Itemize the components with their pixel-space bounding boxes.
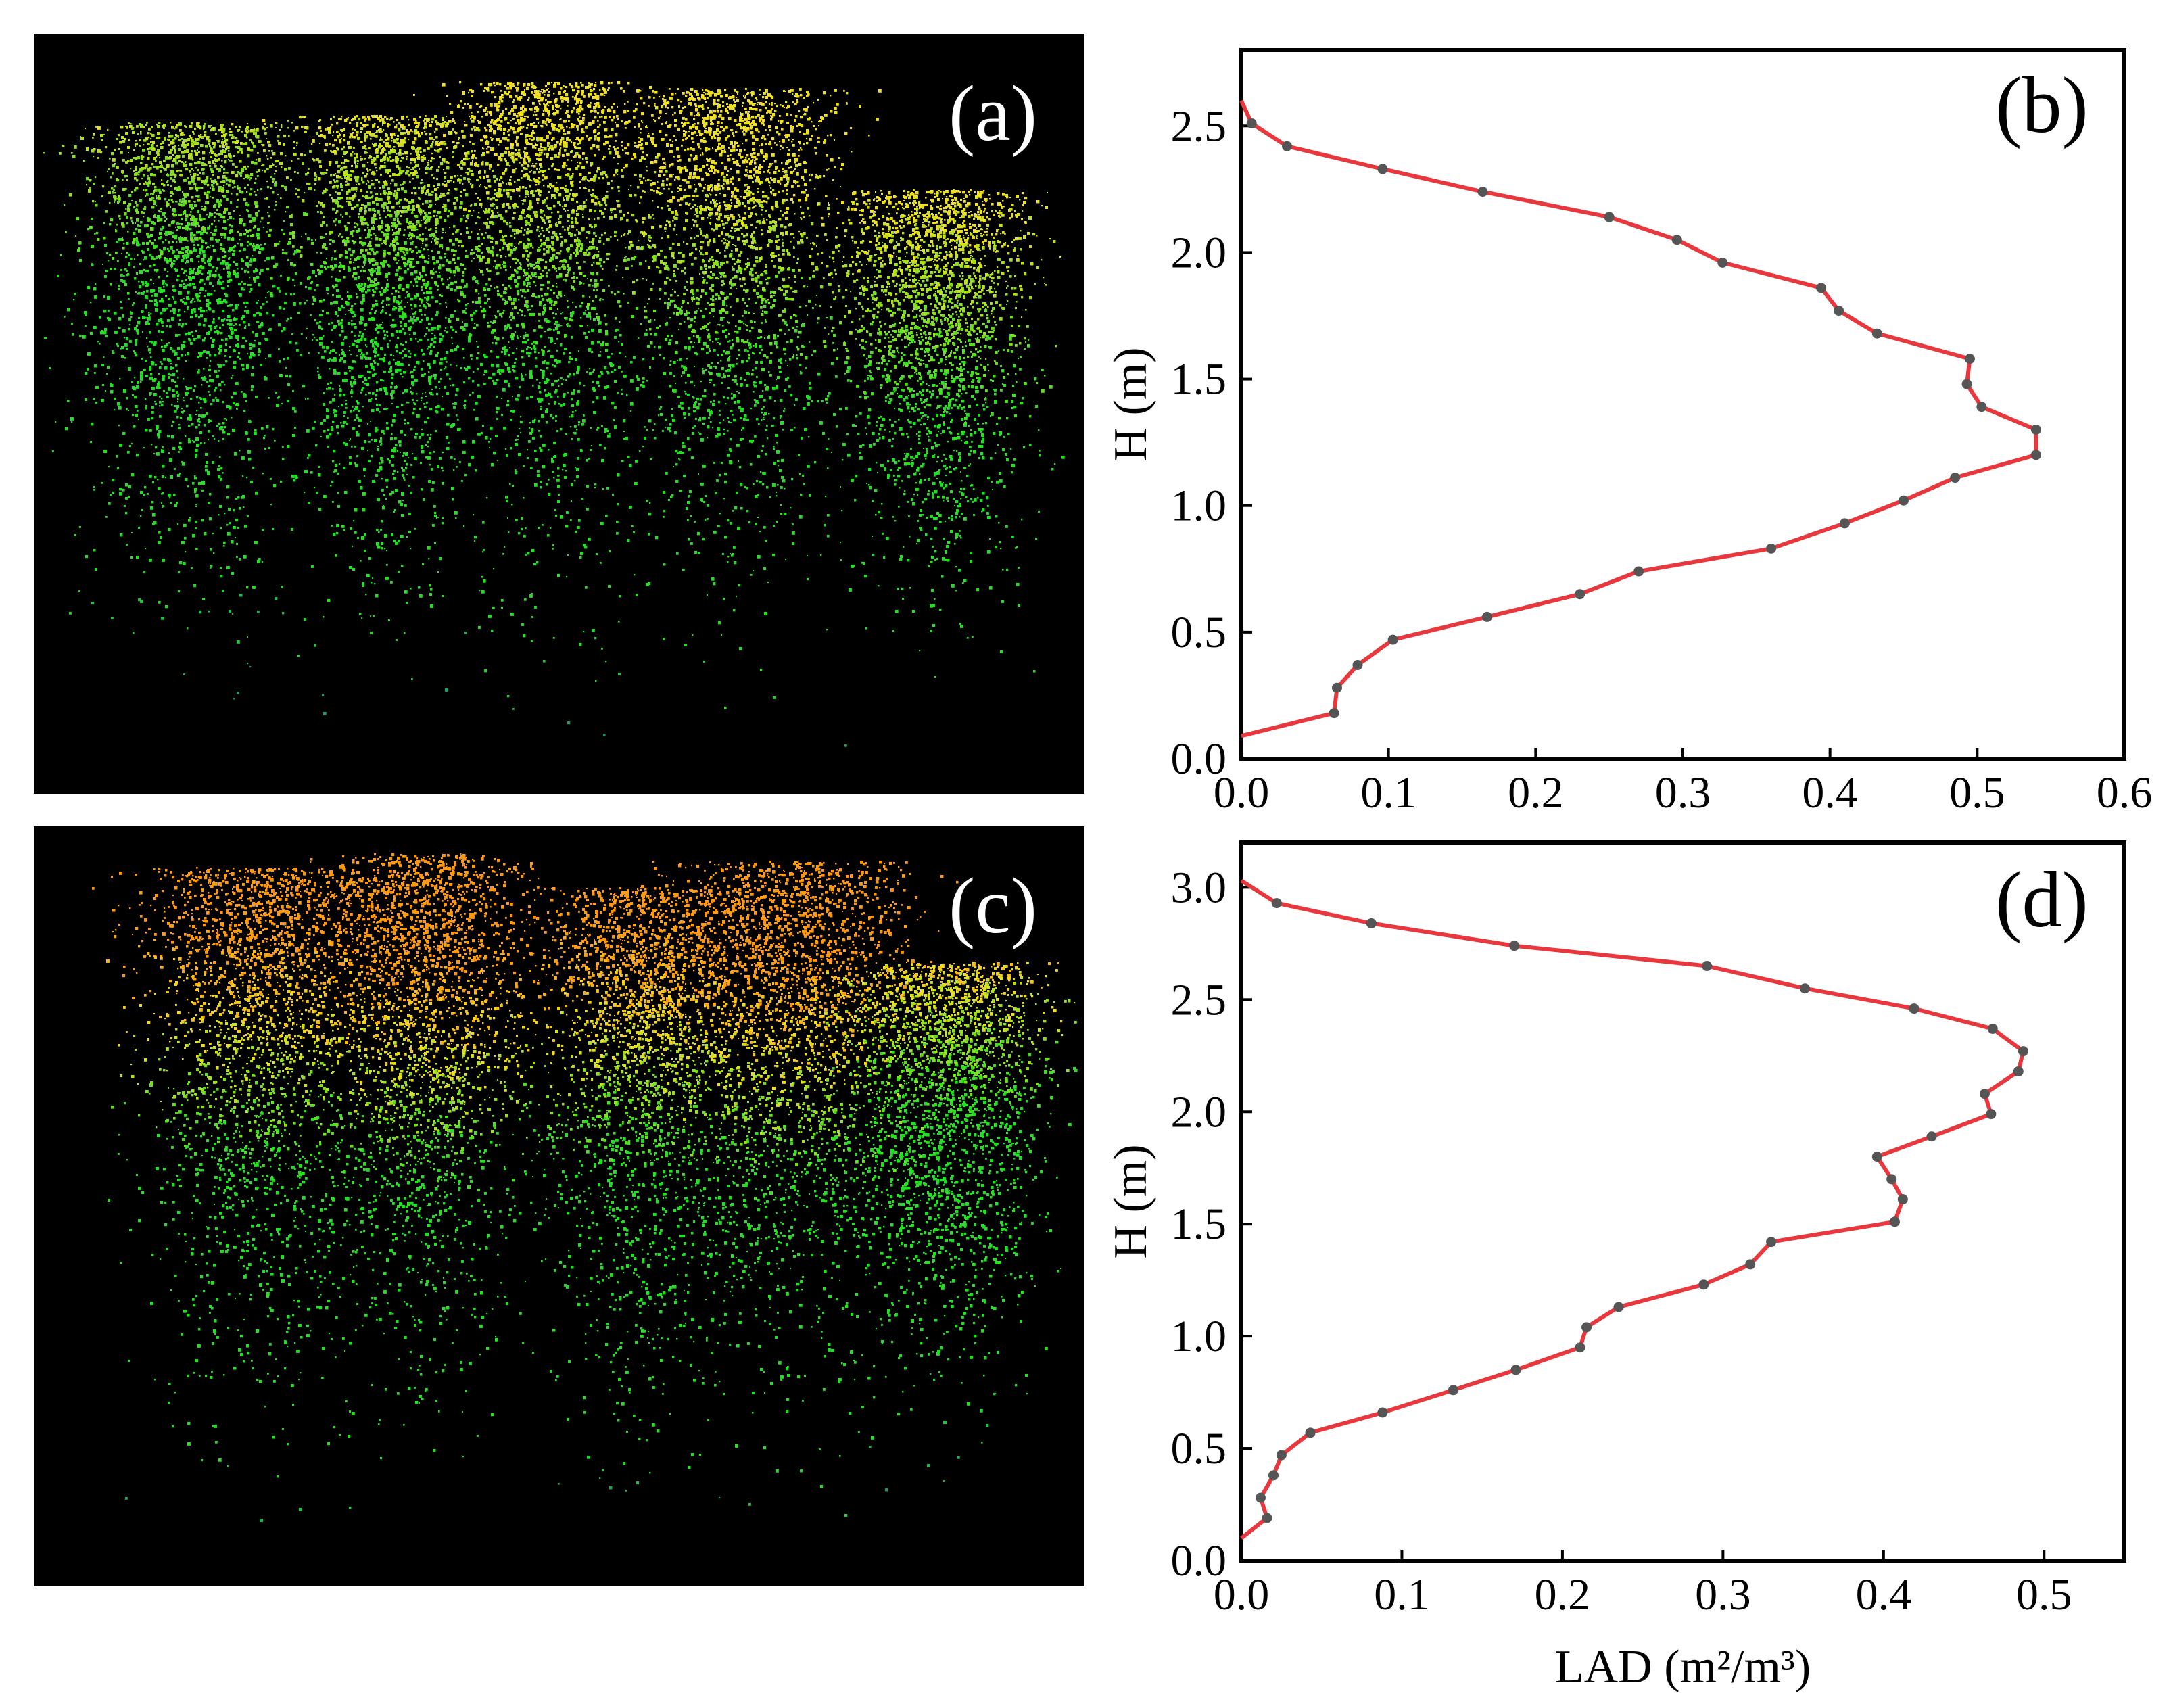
y-tick-label: 2.0: [1171, 1087, 1227, 1137]
y-tick-label: 1.0: [1171, 481, 1227, 531]
y-axis-title: H (m): [1105, 347, 1157, 461]
data-point: [1976, 402, 1987, 412]
data-point: [1979, 1089, 1990, 1099]
y-tick-label: 1.5: [1171, 355, 1227, 404]
x-tick-label: 0.4: [1856, 1570, 1912, 1619]
data-point: [1897, 1194, 1908, 1205]
data-point: [1613, 1302, 1624, 1312]
x-tick-label: 0.2: [1508, 768, 1564, 817]
point-cloud-c: [92, 853, 1078, 1522]
data-point: [1448, 1385, 1458, 1396]
x-tick-label: 0.0: [1214, 1570, 1270, 1619]
data-point: [1926, 1131, 1937, 1142]
x-tick-label: 0.3: [1695, 1570, 1751, 1619]
y-tick-label: 2.5: [1171, 101, 1227, 151]
data-point: [1987, 1023, 1998, 1034]
y-tick-label: 0.0: [1171, 1536, 1227, 1586]
data-point: [1276, 1450, 1287, 1461]
data-point: [1717, 257, 1728, 268]
data-point: [1271, 898, 1282, 909]
data-point: [1889, 1216, 1900, 1227]
series-line: [1239, 99, 2038, 738]
series-line: [1240, 878, 2026, 1540]
y-tick-label: 1.5: [1171, 1200, 1227, 1249]
data-point: [1366, 918, 1377, 928]
data-point: [1305, 1427, 1316, 1438]
data-point: [1262, 1513, 1272, 1523]
x-axis-title: LAD (m²/m³): [1555, 1641, 1811, 1693]
data-point: [1510, 1365, 1521, 1375]
panel-label-a: (a): [949, 68, 1037, 160]
chart-d: 0.0 0.1 0.2 0.3 0.4 0.5 0.0 0.5 1.0 1.5 2.0 2.5 3.0 H…: [1105, 840, 2126, 1693]
y-tick-label: 3.0: [1171, 863, 1227, 912]
data-point: [1352, 660, 1363, 671]
data-point: [1961, 379, 1972, 389]
x-tick-label: 0.6: [2097, 768, 2153, 817]
data-point: [1745, 1259, 1756, 1270]
data-point: [1698, 1279, 1709, 1290]
x-tick-label: 0.0: [1214, 768, 1270, 817]
x-tick-label: 0.4: [1802, 768, 1858, 817]
y-tick-label: 0.0: [1171, 734, 1227, 784]
x-tick-label: 0.2: [1535, 1570, 1591, 1619]
data-point: [1671, 235, 1682, 245]
data-point: [1387, 634, 1398, 645]
plot-frame: [1239, 840, 2126, 1563]
data-point: [1604, 212, 1615, 222]
x-tick-label: 0.5: [2016, 1570, 2072, 1619]
data-point: [1950, 473, 1961, 483]
data-point: [1575, 1342, 1585, 1353]
data-point: [1702, 961, 1713, 972]
panel-label-c: (c): [949, 860, 1037, 952]
data-point: [1482, 611, 1493, 622]
data-point: [1268, 1470, 1279, 1481]
data-point: [1986, 1109, 1997, 1120]
data-point: [1377, 1407, 1388, 1418]
data-point: [2030, 450, 2041, 460]
y-tick-label: 2.5: [1171, 975, 1227, 1024]
data-point: [1886, 1174, 1897, 1185]
x-tick-label: 0.5: [1949, 768, 2005, 817]
y-tick-label: 2.0: [1171, 228, 1227, 277]
data-point: [1377, 164, 1388, 174]
y-axis-title: H (m): [1105, 1144, 1157, 1258]
chart-b: 0.0 0.1 0.2 0.3 0.4 0.5 0.6 0.0 0.5 1.0 1.5 2.0 2.5 H…: [1105, 48, 2153, 817]
x-tick-label: 0.3: [1655, 768, 1711, 817]
data-point: [1839, 518, 1850, 529]
data-point: [1816, 283, 1827, 293]
x-tick-label: 0.1: [1360, 768, 1416, 817]
data-point: [1509, 941, 1520, 951]
point-cloud-image-c: (c): [34, 826, 1084, 1586]
data-point: [1281, 141, 1292, 151]
data-point: [1766, 1237, 1777, 1248]
data-point: [1909, 1003, 1919, 1014]
data-point: [1799, 983, 1810, 994]
panel-label-d: (d): [1995, 855, 2089, 944]
data-point: [1329, 708, 1339, 719]
y-tick-label: 1.0: [1171, 1312, 1227, 1361]
data-point: [1575, 589, 1585, 600]
y-tick-label: 0.5: [1171, 608, 1227, 657]
data-point: [1964, 354, 1975, 364]
x-tick-label: 0.1: [1374, 1570, 1430, 1619]
panel-label-b: (b): [1995, 61, 2089, 149]
point-cloud-image-a: (a): [34, 34, 1084, 794]
data-point: [1633, 566, 1644, 577]
data-point: [1899, 495, 1909, 506]
data-point: [1255, 1492, 1266, 1503]
data-point: [1834, 306, 1844, 316]
data-point: [1871, 1152, 1882, 1162]
data-point: [1871, 328, 1882, 339]
data-point: [1331, 682, 1342, 693]
data-point: [2018, 1046, 2028, 1057]
data-point: [1766, 543, 1777, 554]
data-point: [2030, 424, 2041, 435]
data-point: [2013, 1066, 2024, 1077]
data-point: [1246, 118, 1257, 129]
data-point: [1477, 187, 1488, 197]
data-point: [1581, 1322, 1592, 1333]
point-cloud-a: [43, 81, 1065, 747]
y-tick-label: 0.5: [1171, 1424, 1227, 1473]
